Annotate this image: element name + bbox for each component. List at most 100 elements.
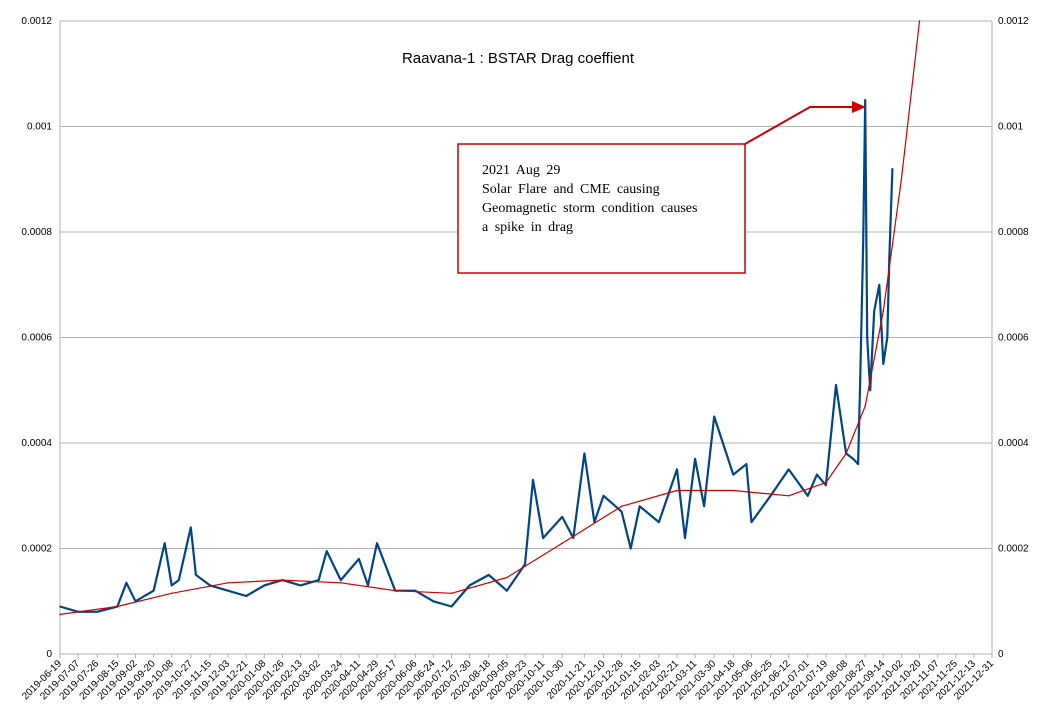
data-point-bstar xyxy=(891,167,894,170)
data-point-trend xyxy=(561,542,563,544)
data-point-bstar xyxy=(807,495,809,497)
y-tick-label-right: 0.0004 xyxy=(998,438,1029,449)
series-line-trend xyxy=(60,21,921,615)
y-tick-label-right: 0.001 xyxy=(998,122,1023,133)
data-point-trend xyxy=(620,505,623,508)
data-point-bstar xyxy=(620,510,623,513)
data-point-bstar xyxy=(787,468,790,471)
data-point-bstar xyxy=(888,257,891,260)
data-point-bstar xyxy=(816,473,818,476)
annotation-line-2: Solar Flare and CME causing xyxy=(482,182,660,197)
data-point-trend xyxy=(281,579,284,581)
y-tick-label-left: 0.0004 xyxy=(21,438,52,449)
series-group xyxy=(59,20,921,616)
y-tick-label-left: 0.001 xyxy=(27,122,52,133)
data-point-bstar xyxy=(750,521,753,523)
data-point-bstar xyxy=(152,589,155,592)
data-point-bstar xyxy=(299,584,302,587)
data-point-bstar xyxy=(769,495,772,497)
data-point-trend xyxy=(845,452,847,455)
data-point-trend xyxy=(506,576,508,579)
data-point-bstar xyxy=(450,605,453,608)
data-point-trend xyxy=(900,178,903,181)
data-point-bstar xyxy=(542,537,544,539)
data-point-bstar xyxy=(602,495,605,497)
data-point-trend xyxy=(170,592,173,595)
data-point-bstar xyxy=(638,505,641,508)
data-point-bstar xyxy=(340,579,342,581)
y-tick-label-right: 0.0012 xyxy=(998,16,1029,27)
y-tick-label-left: 0.0012 xyxy=(21,16,52,27)
chart-title: Raavana-1 : BSTAR Drag coeffient xyxy=(402,50,635,67)
annotation-arrow-line xyxy=(744,106,858,145)
data-point-trend xyxy=(394,589,397,592)
data-point-trend xyxy=(882,310,885,312)
data-point-bstar xyxy=(869,389,871,392)
data-point-trend xyxy=(227,582,229,584)
y-tick-label-right: 0 xyxy=(998,649,1004,660)
data-point-trend xyxy=(918,20,921,22)
data-point-bstar xyxy=(882,363,885,365)
y-tick-label-right: 0.0002 xyxy=(998,544,1029,555)
data-point-bstar xyxy=(367,584,369,587)
annotation-box xyxy=(457,143,746,274)
data-point-bstar xyxy=(432,600,435,603)
data-point-bstar xyxy=(676,468,678,471)
data-point-bstar xyxy=(561,516,563,518)
data-point-bstar xyxy=(358,558,360,560)
y-tick-label-left: 0 xyxy=(46,649,52,660)
annotation-arrow-head xyxy=(852,101,866,113)
data-point-bstar xyxy=(532,479,534,481)
data-point-trend xyxy=(825,481,827,484)
data-point-trend xyxy=(676,489,678,492)
y-ticks-left: 0 0.0002 0.0004 0.0006 0.0008 0.001 0.0012 xyxy=(21,16,52,660)
data-point-bstar xyxy=(227,589,229,592)
axes xyxy=(59,21,993,655)
data-point-trend xyxy=(59,613,61,616)
data-point-bstar xyxy=(684,537,686,539)
data-point-bstar xyxy=(195,574,197,576)
y-tick-label-right: 0.0006 xyxy=(998,333,1029,344)
data-point-bstar xyxy=(745,463,748,465)
data-point-bstar xyxy=(506,589,508,592)
data-point-bstar xyxy=(835,384,837,386)
data-point-bstar xyxy=(629,547,632,550)
data-point-bstar xyxy=(524,563,526,566)
data-point-bstar xyxy=(713,415,715,418)
data-point-bstar xyxy=(163,542,166,544)
data-point-bstar xyxy=(859,378,861,381)
data-point-bstar xyxy=(376,542,378,544)
data-point-bstar xyxy=(178,579,180,581)
annotation-group: 2021 Aug 29 Solar Flare and CME causing … xyxy=(457,101,866,274)
data-point-trend xyxy=(340,582,342,584)
data-point-bstar xyxy=(825,484,827,487)
data-point-bstar xyxy=(857,463,859,465)
data-point-bstar xyxy=(317,579,320,581)
data-point-trend xyxy=(787,495,790,497)
data-point-trend xyxy=(450,592,453,595)
data-point-bstar xyxy=(873,310,875,312)
data-point-bstar xyxy=(96,611,98,613)
data-point-bstar xyxy=(170,584,173,587)
x-ticks: 2019-06-192019-07-072019-07-262019-08-15… xyxy=(20,654,996,702)
data-point-bstar xyxy=(125,582,128,584)
y-tick-label-left: 0.0002 xyxy=(21,544,52,555)
data-point-bstar xyxy=(59,605,61,608)
annotation-line-1: 2021 Aug 29 xyxy=(482,163,560,178)
y-tick-label-right: 0.0008 xyxy=(998,227,1029,238)
data-point-bstar xyxy=(583,452,586,455)
annotation-line-3: Geomagnetic storm condition causes xyxy=(482,201,697,216)
annotation-line-4: a spike in drag xyxy=(482,220,573,235)
data-point-bstar xyxy=(878,284,881,286)
data-point-bstar xyxy=(862,241,864,244)
data-point-bstar xyxy=(852,458,854,460)
data-point-bstar xyxy=(694,458,696,460)
y-tick-label-left: 0.0008 xyxy=(21,227,52,238)
data-point-bstar xyxy=(190,526,192,529)
data-point-bstar xyxy=(703,505,705,508)
data-point-bstar xyxy=(263,584,266,587)
data-point-trend xyxy=(864,405,866,407)
data-point-bstar xyxy=(488,574,490,576)
data-point-bstar xyxy=(572,537,575,539)
